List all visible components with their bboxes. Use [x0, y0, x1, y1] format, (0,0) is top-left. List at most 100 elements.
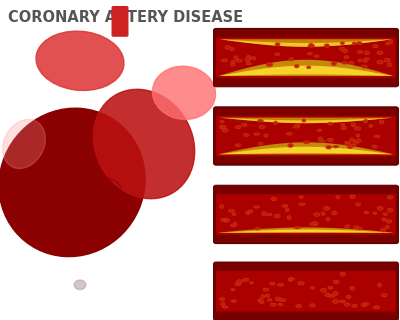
Ellipse shape [221, 299, 223, 300]
Ellipse shape [386, 226, 388, 228]
Ellipse shape [253, 58, 254, 59]
Ellipse shape [377, 206, 383, 210]
Ellipse shape [303, 120, 304, 121]
Ellipse shape [332, 62, 336, 65]
Ellipse shape [353, 43, 356, 44]
Ellipse shape [276, 298, 280, 300]
Ellipse shape [235, 125, 241, 129]
Ellipse shape [284, 205, 286, 206]
Ellipse shape [326, 45, 328, 46]
Ellipse shape [381, 294, 387, 297]
Ellipse shape [326, 145, 332, 149]
Ellipse shape [374, 146, 375, 147]
Ellipse shape [260, 120, 261, 121]
Ellipse shape [236, 283, 240, 285]
Ellipse shape [375, 46, 376, 47]
Ellipse shape [271, 304, 275, 306]
Ellipse shape [359, 60, 362, 61]
Ellipse shape [304, 141, 310, 144]
Ellipse shape [358, 42, 361, 44]
Ellipse shape [238, 60, 240, 61]
Ellipse shape [382, 229, 385, 231]
Ellipse shape [270, 303, 276, 306]
Ellipse shape [238, 280, 242, 282]
Ellipse shape [364, 120, 367, 122]
Ellipse shape [348, 296, 349, 298]
Ellipse shape [345, 141, 350, 144]
Ellipse shape [379, 208, 381, 209]
Ellipse shape [380, 121, 383, 123]
Ellipse shape [238, 60, 241, 61]
Ellipse shape [376, 136, 378, 137]
Ellipse shape [330, 123, 331, 124]
FancyBboxPatch shape [214, 107, 398, 165]
Ellipse shape [318, 137, 323, 140]
Ellipse shape [235, 57, 236, 58]
Ellipse shape [350, 147, 351, 148]
Ellipse shape [340, 300, 346, 303]
Ellipse shape [242, 124, 246, 126]
Ellipse shape [225, 219, 230, 222]
Ellipse shape [374, 45, 377, 47]
Ellipse shape [321, 212, 325, 215]
Ellipse shape [224, 130, 226, 131]
Polygon shape [219, 228, 393, 233]
Ellipse shape [230, 224, 235, 227]
Ellipse shape [379, 62, 381, 63]
Ellipse shape [264, 289, 268, 291]
Ellipse shape [386, 225, 389, 228]
Ellipse shape [333, 212, 336, 214]
Ellipse shape [388, 40, 393, 44]
Ellipse shape [310, 44, 312, 45]
Ellipse shape [255, 133, 259, 135]
Ellipse shape [252, 57, 256, 60]
Ellipse shape [296, 124, 300, 126]
Ellipse shape [262, 295, 264, 298]
Ellipse shape [353, 226, 359, 228]
Ellipse shape [279, 304, 282, 305]
Ellipse shape [387, 43, 388, 44]
Ellipse shape [358, 59, 362, 62]
Ellipse shape [364, 58, 369, 60]
Ellipse shape [347, 144, 351, 148]
Ellipse shape [319, 138, 322, 140]
Ellipse shape [222, 219, 224, 220]
Ellipse shape [222, 59, 228, 62]
Ellipse shape [344, 51, 346, 52]
Ellipse shape [289, 58, 294, 61]
Ellipse shape [334, 212, 335, 213]
Ellipse shape [264, 134, 268, 137]
Ellipse shape [299, 196, 303, 198]
Ellipse shape [366, 59, 368, 60]
Ellipse shape [234, 223, 236, 226]
Ellipse shape [326, 208, 328, 209]
Ellipse shape [320, 138, 321, 139]
Ellipse shape [220, 126, 223, 128]
Ellipse shape [364, 66, 365, 67]
Ellipse shape [290, 58, 292, 60]
Ellipse shape [372, 145, 377, 148]
Ellipse shape [289, 278, 292, 281]
Ellipse shape [295, 126, 297, 127]
Ellipse shape [268, 299, 271, 301]
Ellipse shape [246, 211, 250, 215]
Ellipse shape [341, 48, 343, 49]
Ellipse shape [271, 283, 274, 284]
Ellipse shape [363, 60, 367, 62]
FancyBboxPatch shape [112, 6, 128, 37]
Ellipse shape [384, 59, 390, 62]
Ellipse shape [388, 64, 391, 66]
Ellipse shape [374, 212, 376, 214]
Ellipse shape [334, 146, 338, 148]
Ellipse shape [307, 66, 311, 68]
Ellipse shape [298, 306, 300, 307]
Ellipse shape [232, 213, 236, 215]
Ellipse shape [357, 135, 358, 136]
Ellipse shape [259, 143, 262, 144]
Ellipse shape [260, 300, 263, 303]
Ellipse shape [220, 205, 223, 208]
Ellipse shape [290, 279, 291, 280]
Ellipse shape [378, 207, 382, 209]
Ellipse shape [342, 301, 344, 302]
Ellipse shape [267, 295, 268, 296]
